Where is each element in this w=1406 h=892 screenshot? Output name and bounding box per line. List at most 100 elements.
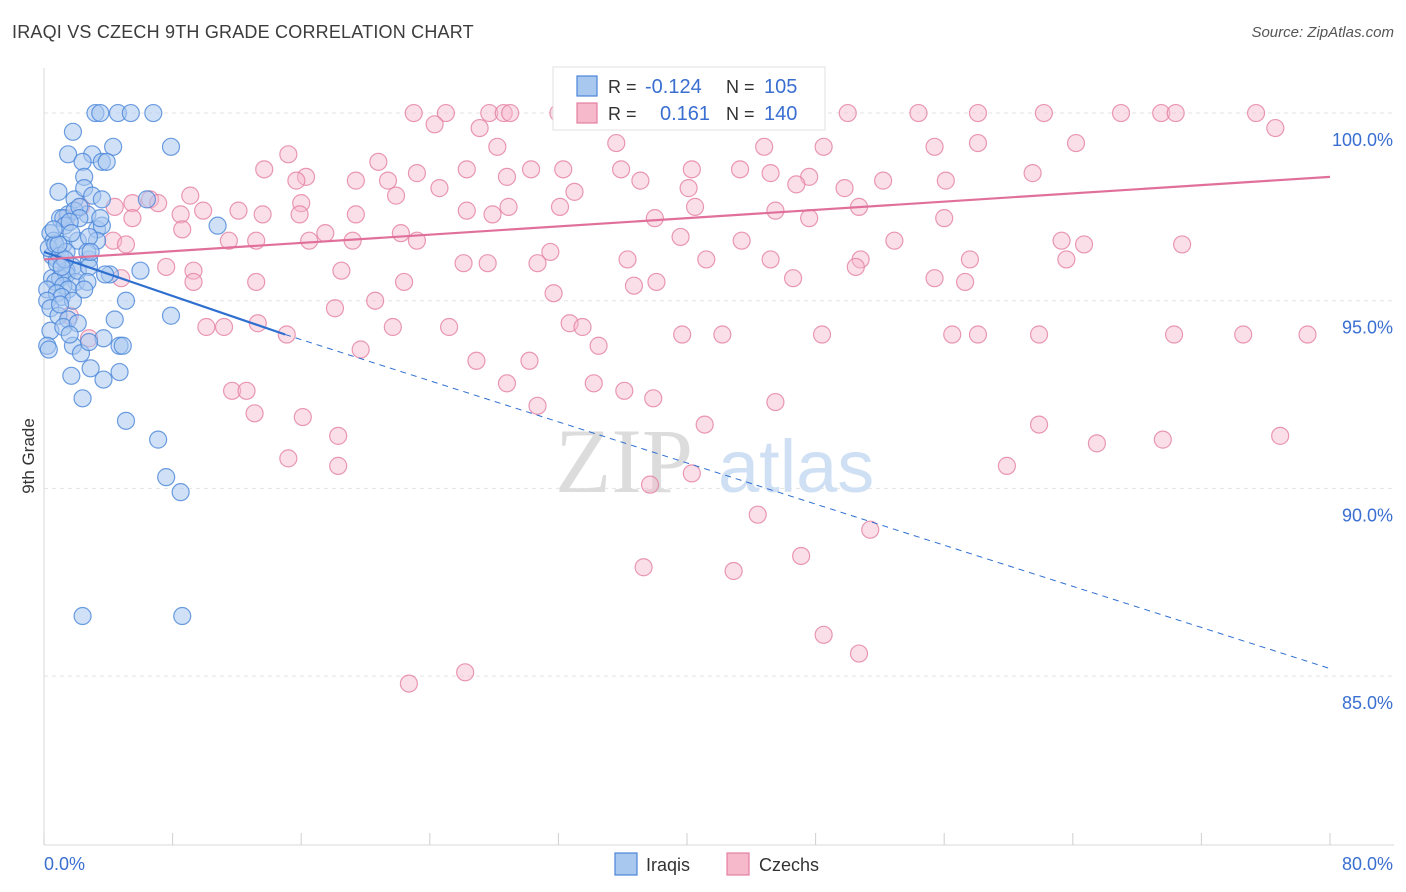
iraqis-point — [161, 306, 181, 325]
czechs-point — [611, 160, 631, 179]
iraqis-point — [39, 340, 58, 359]
iraqis-point — [113, 336, 132, 355]
czechs-point — [565, 182, 584, 201]
x-axis-ticks — [43, 833, 1331, 845]
czechs-point — [838, 103, 857, 123]
czechs-point — [528, 254, 547, 273]
czechs-point — [584, 374, 603, 393]
iraqis-point — [73, 152, 92, 171]
series-legend-label-iraqis: Iraqis — [646, 855, 690, 875]
czechs-point — [615, 381, 634, 400]
czechs-point — [631, 171, 650, 190]
legend-r-value-czechs: 0.161 — [660, 103, 710, 125]
iraqis-point — [49, 182, 68, 201]
czechs-point — [812, 325, 832, 344]
czechs-point — [1023, 164, 1042, 183]
czechs-point — [1066, 133, 1086, 153]
iraqis-point — [75, 280, 94, 299]
czechs-point — [332, 261, 351, 280]
iraqis-point — [144, 103, 163, 123]
czechs-point — [730, 160, 750, 179]
czechs-point — [245, 404, 264, 423]
czechs-trend-line — [43, 175, 1331, 261]
czechs-point — [874, 171, 893, 190]
iraqis-point — [59, 145, 78, 164]
czechs-point — [369, 152, 388, 171]
czechs-point — [214, 317, 234, 337]
czechs-point — [293, 407, 312, 427]
czechs-point — [197, 317, 216, 337]
czechs-point — [296, 167, 316, 186]
czechs-point — [425, 115, 444, 134]
iraqis-point — [73, 389, 92, 408]
iraqis-point — [131, 261, 150, 280]
iraqis-point — [79, 227, 99, 247]
czechs-point — [671, 227, 690, 247]
czechs-point — [346, 205, 365, 224]
czechs-point — [436, 103, 455, 123]
iraqis-point — [92, 190, 111, 209]
czechs-point — [792, 546, 811, 566]
czechs-point — [467, 351, 486, 370]
watermark-atlas: atlas — [718, 425, 874, 508]
czechs-point — [1152, 103, 1171, 123]
czechs-point — [766, 392, 785, 412]
czechs-point — [329, 426, 348, 445]
czechs-point — [800, 209, 819, 228]
czechs-point — [644, 389, 663, 408]
czechs-point — [1087, 434, 1107, 453]
czechs-point — [960, 250, 980, 269]
czechs-point — [685, 197, 705, 216]
czechs-point — [173, 220, 192, 239]
legend-n-label-iraqis: N = — [726, 77, 755, 97]
czechs-point — [287, 171, 306, 190]
czechs-point — [483, 205, 502, 224]
czechs-point — [589, 336, 608, 355]
iraqis-point — [105, 310, 124, 329]
iraqis-point — [62, 224, 81, 243]
y-tick-label: 90.0% — [1342, 505, 1393, 525]
x-tick-label-min: 0.0% — [44, 854, 85, 874]
chart-title: IRAQI VS CZECH 9TH GRADE CORRELATION CHA… — [12, 22, 474, 42]
legend-r-label-czechs: R = — [608, 104, 637, 124]
czechs-point — [618, 250, 637, 269]
czechs-point — [1052, 231, 1071, 250]
czechs-point — [885, 231, 904, 250]
czechs-point — [219, 231, 238, 250]
czechs-point — [391, 224, 410, 243]
czechs-point — [366, 291, 385, 310]
czechs-point — [457, 201, 476, 220]
czechs-point — [814, 137, 833, 156]
iraqis-point — [97, 152, 116, 171]
czechs-point — [624, 276, 644, 295]
iraqis-point — [149, 430, 168, 449]
czechs-point — [404, 103, 423, 123]
czechs-point — [935, 209, 954, 228]
czechs-point — [499, 197, 518, 216]
czechs-point — [279, 145, 298, 164]
series-legend: Iraqis Czechs — [614, 852, 819, 876]
czechs-point — [573, 317, 592, 337]
czechs-point — [123, 209, 142, 228]
czechs-point — [184, 272, 203, 292]
iraqis-point — [208, 216, 227, 235]
czechs-point — [647, 272, 666, 292]
iraqis-point — [91, 103, 110, 123]
iraqis-point — [121, 103, 140, 123]
czechs-point — [279, 449, 298, 468]
czechs-point — [909, 103, 928, 123]
czechs-point — [247, 272, 266, 292]
czechs-point — [116, 235, 136, 254]
czechs-point — [673, 325, 692, 344]
legend-n-value-iraqis: 105 — [764, 76, 797, 98]
czechs-point — [968, 133, 988, 153]
czechs-point — [1111, 103, 1131, 123]
iraqis-trend-dashed — [284, 334, 1331, 670]
czechs-point — [783, 269, 803, 288]
czechs-point — [607, 133, 626, 153]
czechs-point — [695, 415, 714, 434]
czechs-point — [925, 137, 944, 156]
stats-legend-frame — [552, 66, 826, 131]
y-tick-labels: 85.0% 90.0% 95.0% 100.0% — [1332, 130, 1393, 713]
iraqis-point — [79, 332, 99, 352]
